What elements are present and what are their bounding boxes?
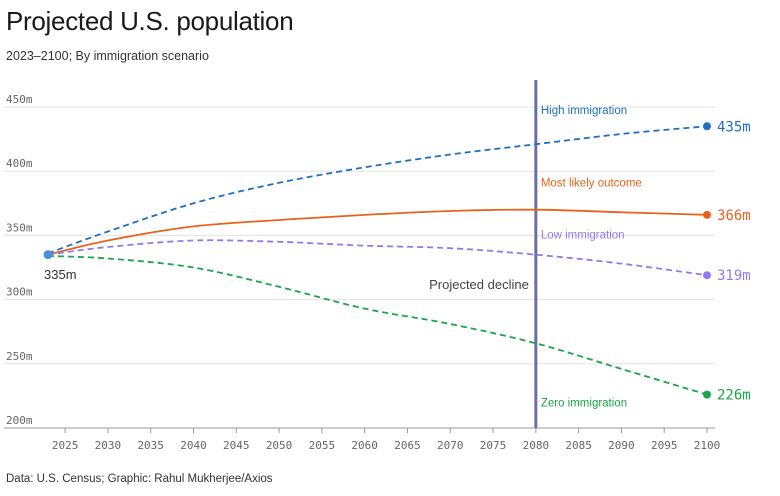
chart-source: Data: U.S. Census; Graphic: Rahul Mukher… [6, 473, 273, 485]
series-line-zero-immigration [47, 255, 708, 396]
end-label-zero-immigration: 226m [717, 388, 751, 404]
y-tick-label: 350m [6, 221, 33, 234]
x-tick-label: 2060 [351, 439, 378, 452]
x-tick-label: 2025 [52, 439, 79, 452]
series-line-most-likely-outcome [47, 208, 708, 256]
x-tick-label: 2100 [694, 439, 721, 452]
x-tick-label: 2035 [137, 439, 164, 452]
start-point [43, 250, 53, 260]
series-name-low-immigration: Low immigration [541, 230, 625, 242]
x-tick-label: 2080 [523, 439, 550, 452]
end-point-high-immigration [703, 122, 711, 131]
chart-title: Projected U.S. population [6, 6, 294, 36]
x-tick-label: 2055 [309, 439, 336, 452]
y-tick-label: 450m [6, 93, 33, 106]
chart-subtitle: 2023–2100; By immigration scenario [6, 49, 209, 63]
x-tick-label: 2050 [266, 439, 293, 452]
series-name-high-immigration: High immigration [541, 105, 627, 117]
y-tick-label: 400m [6, 157, 33, 170]
projected-decline-label: Projected decline [429, 277, 529, 292]
x-tick-label: 2030 [95, 439, 122, 452]
y-tick-label: 200m [6, 414, 33, 427]
start-point-label: 335m [44, 267, 77, 282]
series-line-high-immigration [47, 125, 708, 255]
series-name-most-likely-outcome: Most likely outcome [541, 178, 642, 190]
end-label-low-immigration: 319m [717, 268, 751, 284]
x-tick-label: 2075 [480, 439, 507, 452]
x-tick-label: 2065 [394, 439, 421, 452]
x-tick-label: 2070 [437, 439, 464, 452]
x-tick-label: 2040 [180, 439, 207, 452]
y-tick-label: 300m [6, 286, 33, 299]
end-label-most-likely-outcome: 366m [717, 208, 751, 224]
end-point-zero-immigration [703, 390, 711, 399]
y-tick-label: 250m [6, 350, 33, 363]
x-tick-label: 2045 [223, 439, 250, 452]
series-line-low-immigration [47, 239, 708, 277]
x-tick-label: 2090 [608, 439, 635, 452]
series-name-zero-immigration: Zero immigration [541, 397, 627, 409]
end-point-low-immigration [703, 271, 711, 280]
x-tick-label: 2085 [565, 439, 592, 452]
end-label-high-immigration: 435m [717, 119, 751, 135]
end-point-most-likely-outcome [703, 210, 711, 219]
x-tick-label: 2095 [651, 439, 678, 452]
